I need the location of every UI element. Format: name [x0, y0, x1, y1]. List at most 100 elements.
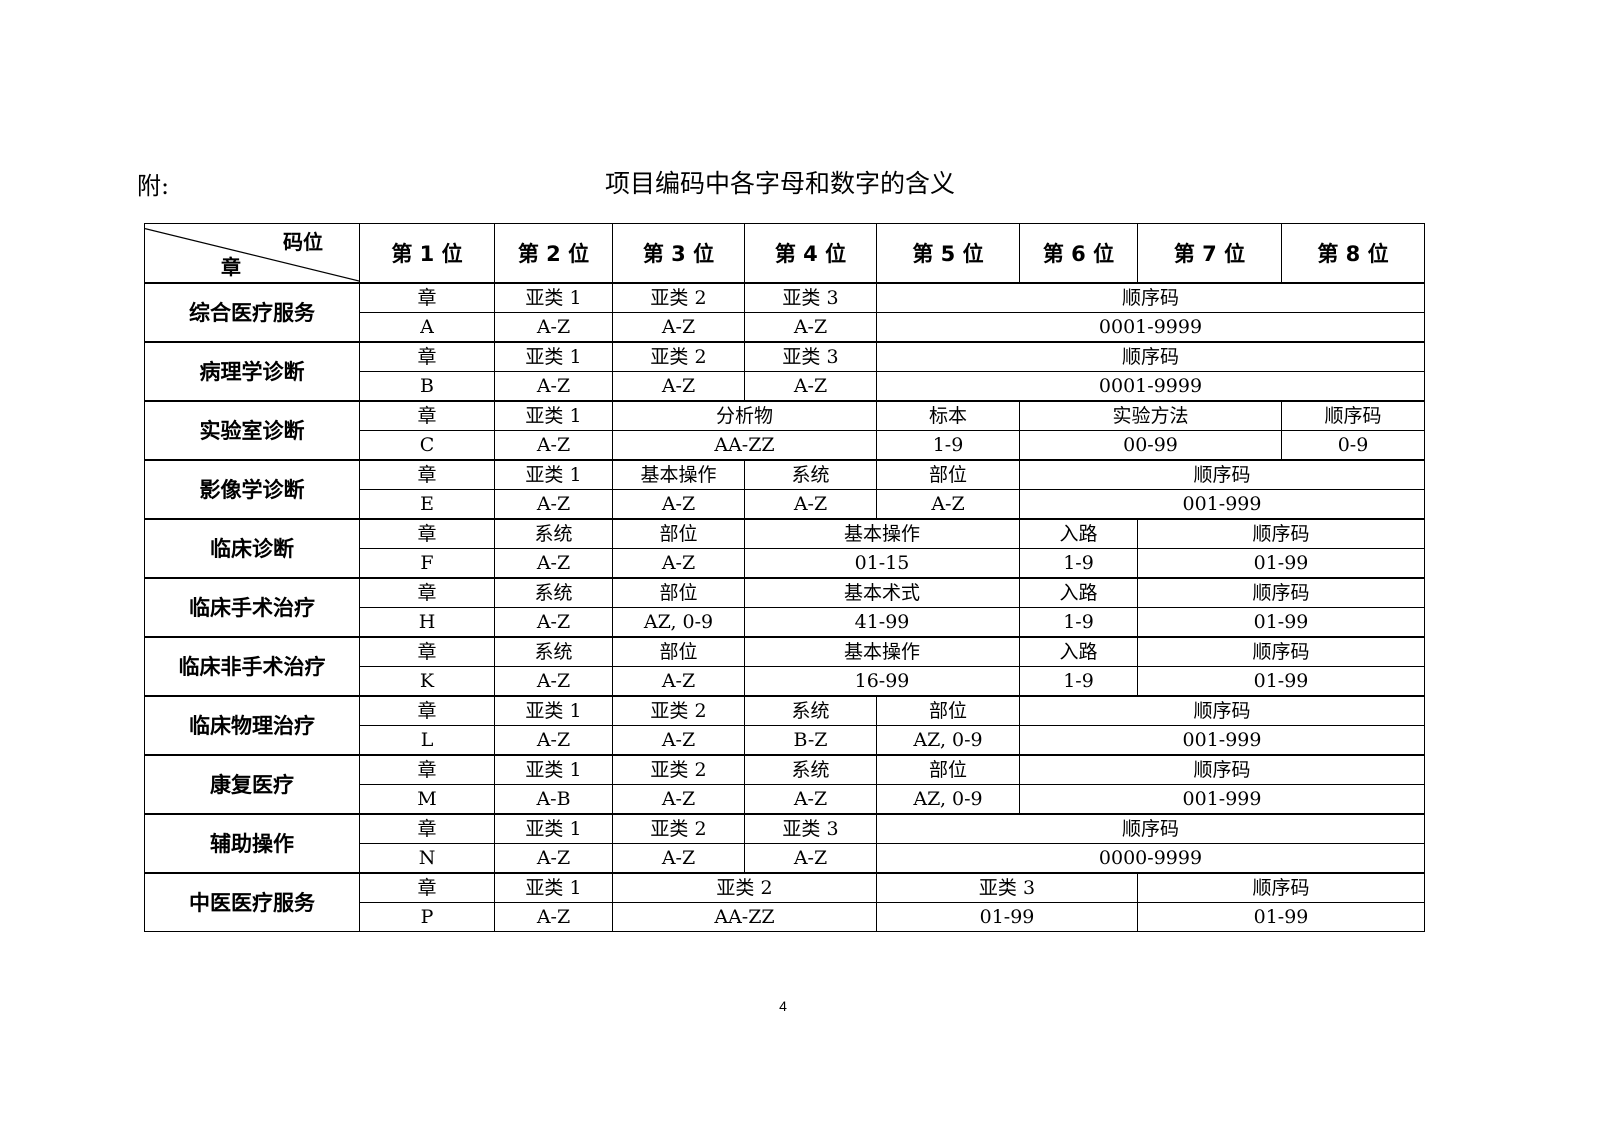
field-value-cell: A-Z: [744, 371, 877, 402]
field-name-cell: 基本术式: [744, 577, 1020, 608]
field-name-cell: 章: [359, 754, 495, 785]
field-value-cell: 1-9: [1019, 666, 1138, 697]
table-row-field-values: A A-Z A-Z A-Z 0001-9999: [145, 312, 1425, 343]
field-name-cell: 系统: [494, 518, 613, 549]
field-name-cell: 顺序码: [1137, 577, 1425, 608]
field-name-cell: 顺序码: [876, 813, 1425, 844]
coding-table: 码位 章 第 1 位第 2 位第 3 位第 4 位第 5 位第 6 位第 7 位…: [144, 223, 1425, 932]
field-name-cell: 亚类 3: [876, 872, 1138, 903]
field-name-cell: 标本: [876, 400, 1020, 431]
field-name-cell: 亚类 1: [494, 872, 613, 903]
field-name-cell: 亚类 1: [494, 754, 613, 785]
field-value-cell: A-Z: [612, 312, 745, 343]
field-value-cell: A-B: [494, 784, 613, 815]
field-name-cell: 基本操作: [612, 459, 745, 490]
field-value-cell: A-Z: [744, 843, 877, 874]
field-name-cell: 亚类 2: [612, 341, 745, 372]
table-row-field-values: C A-Z AA-ZZ 1-9 00-99 0-9: [145, 430, 1425, 461]
field-name-cell: 章: [359, 282, 495, 313]
chapter-label: 临床手术治疗: [144, 577, 360, 638]
diagonal-line: [145, 224, 359, 282]
field-value-cell: B: [359, 371, 495, 402]
position-header: 第 5 位: [876, 223, 1020, 284]
position-header: 第 7 位: [1137, 223, 1282, 284]
field-value-cell: A: [359, 312, 495, 343]
chapter-label: 实验室诊断: [144, 400, 360, 461]
chapter-label: 综合医疗服务: [144, 282, 360, 343]
field-name-cell: 分析物: [612, 400, 877, 431]
table-row-field-names: 临床非手术治疗章系统 部位 基本操作 入路 顺序码: [144, 636, 1425, 697]
field-name-cell: 顺序码: [876, 341, 1425, 372]
field-value-cell: A-Z: [612, 843, 745, 874]
field-name-cell: 顺序码: [1019, 754, 1425, 785]
table-row-field-values: F A-Z A-Z 01-15 1-9 01-99: [145, 548, 1425, 579]
field-value-cell: AA-ZZ: [612, 902, 877, 932]
field-value-cell: B-Z: [744, 725, 877, 756]
field-name-cell: 入路: [1019, 577, 1138, 608]
field-name-cell: 章: [359, 872, 495, 903]
table-row-field-names: 康复医疗章亚类 1 亚类 2 系统 部位 顺序码: [144, 754, 1425, 815]
field-value-cell: 41-99: [744, 607, 1020, 638]
position-header: 第 2 位: [494, 223, 613, 284]
field-name-cell: 实验方法: [1019, 400, 1282, 431]
field-name-cell: 基本操作: [744, 518, 1020, 549]
field-value-cell: A-Z: [494, 548, 613, 579]
field-name-cell: 部位: [612, 636, 745, 667]
chapter-label: 临床物理治疗: [144, 695, 360, 756]
appendix-label: 附:: [137, 172, 170, 200]
field-value-cell: A-Z: [612, 666, 745, 697]
field-name-cell: 亚类 2: [612, 695, 745, 726]
field-name-cell: 顺序码: [1137, 518, 1425, 549]
page-number: 4: [779, 998, 787, 1014]
field-value-cell: A-Z: [494, 666, 613, 697]
field-value-cell: H: [359, 607, 495, 638]
field-value-cell: A-Z: [494, 843, 613, 874]
table-row-field-values: P A-Z AA-ZZ 01-99 01-99: [145, 902, 1425, 932]
field-name-cell: 亚类 1: [494, 341, 613, 372]
field-name-cell: 亚类 1: [494, 459, 613, 490]
position-header: 第 8 位: [1281, 223, 1425, 284]
table-row-field-names: 实验室诊断章亚类 1 分析物 标本 实验方法 顺序码: [144, 400, 1425, 461]
field-value-cell: 001-999: [1019, 489, 1425, 520]
table-row-field-names: 临床手术治疗章系统 部位 基本术式 入路 顺序码: [144, 577, 1425, 638]
field-name-cell: 章: [359, 400, 495, 431]
field-value-cell: 01-15: [744, 548, 1020, 579]
table-row-field-names: 病理学诊断章亚类 1 亚类 2 亚类 3 顺序码: [144, 341, 1425, 402]
field-value-cell: 001-999: [1019, 725, 1425, 756]
field-name-cell: 亚类 2: [612, 872, 877, 903]
table-row-field-values: B A-Z A-Z A-Z 0001-9999: [145, 371, 1425, 402]
field-name-cell: 亚类 2: [612, 282, 745, 313]
field-name-cell: 部位: [876, 459, 1020, 490]
field-value-cell: F: [359, 548, 495, 579]
field-value-cell: L: [359, 725, 495, 756]
field-name-cell: 部位: [612, 577, 745, 608]
chapter-label: 临床诊断: [144, 518, 360, 579]
field-value-cell: 0-9: [1281, 430, 1425, 461]
table-row-field-names: 影像学诊断章亚类 1 基本操作 系统 部位 顺序码: [144, 459, 1425, 520]
table-row-field-names: 临床诊断章系统 部位 基本操作 入路 顺序码: [144, 518, 1425, 579]
field-value-cell: 01-99: [876, 902, 1138, 932]
field-value-cell: 01-99: [1137, 607, 1425, 638]
field-name-cell: 系统: [744, 695, 877, 726]
field-value-cell: 01-99: [1137, 548, 1425, 579]
field-value-cell: A-Z: [612, 489, 745, 520]
field-name-cell: 顺序码: [1137, 636, 1425, 667]
table-row-field-names: 综合医疗服务章亚类 1 亚类 2 亚类 3 顺序码: [144, 282, 1425, 343]
field-name-cell: 部位: [876, 754, 1020, 785]
field-value-cell: AZ, 0-9: [876, 725, 1020, 756]
field-name-cell: 亚类 2: [612, 813, 745, 844]
field-value-cell: A-Z: [744, 312, 877, 343]
field-name-cell: 章: [359, 341, 495, 372]
table-row-field-names: 辅助操作章亚类 1 亚类 2 亚类 3 顺序码: [144, 813, 1425, 874]
chapter-label: 中医医疗服务: [144, 872, 360, 932]
field-value-cell: 00-99: [1019, 430, 1282, 461]
field-name-cell: 亚类 3: [744, 813, 877, 844]
field-value-cell: A-Z: [744, 489, 877, 520]
chapter-label: 病理学诊断: [144, 341, 360, 402]
field-value-cell: 16-99: [744, 666, 1020, 697]
field-value-cell: A-Z: [612, 548, 745, 579]
field-name-cell: 亚类 1: [494, 400, 613, 431]
field-value-cell: AZ, 0-9: [612, 607, 745, 638]
field-value-cell: 0001-9999: [876, 312, 1425, 343]
field-value-cell: 01-99: [1137, 666, 1425, 697]
